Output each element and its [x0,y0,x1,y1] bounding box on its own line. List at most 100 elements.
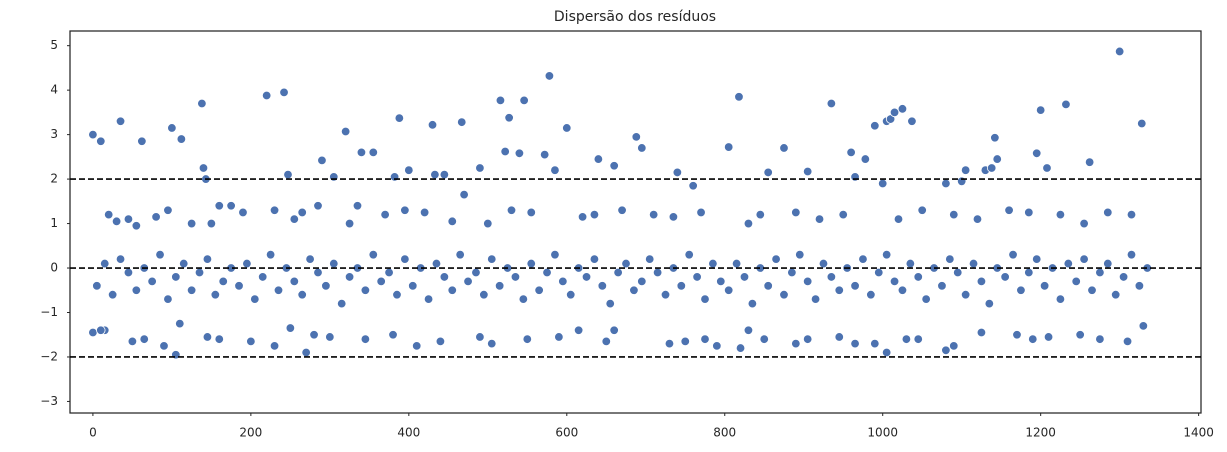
point [510,272,521,282]
point [893,214,904,224]
point [734,92,744,102]
point [269,205,280,215]
point [297,290,307,300]
point [589,254,600,264]
point [1032,148,1042,158]
point [866,290,876,300]
y-tick-label: −1 [40,305,58,319]
point [668,212,679,222]
point [218,276,228,287]
point [645,254,655,264]
point [435,336,446,347]
point [439,272,450,282]
point [771,254,781,264]
point [795,249,805,260]
point [1012,330,1022,340]
point [566,290,576,300]
point [676,281,687,291]
point [439,169,450,180]
x-tick-label: 1200 [1025,426,1056,440]
point [400,205,410,215]
point [889,107,900,118]
point [246,336,256,347]
point [214,201,224,211]
point [878,178,888,189]
point [197,98,207,109]
point [226,201,236,211]
point [447,285,457,295]
point [234,281,244,291]
point [1095,334,1105,344]
point [870,121,880,131]
point [818,258,829,269]
point [763,167,773,178]
point [305,254,315,264]
point [139,334,149,344]
point [1122,336,1133,347]
chart-title: Dispersão dos resíduos [554,9,716,25]
point [155,249,165,260]
point [186,218,197,229]
point [1016,285,1026,295]
point [723,285,734,295]
point [609,161,619,171]
point [968,258,979,269]
point [779,290,789,300]
point [423,294,434,304]
point [317,155,327,166]
point [637,143,647,153]
point [759,334,769,344]
point [147,276,157,287]
y-tick-label: −2 [40,349,58,363]
point [250,294,260,304]
point [96,136,106,146]
point [475,332,485,342]
point [1075,330,1085,340]
point [198,163,209,173]
point [1061,99,1071,110]
point [708,258,718,269]
point [941,345,951,355]
point [901,334,912,344]
point [787,267,797,278]
y-tick-label: 1 [50,216,58,230]
point [1055,209,1066,220]
x-tick-label: 600 [555,426,578,440]
point [457,117,467,127]
point [313,201,323,211]
point [171,272,181,282]
x-tick-label: 400 [397,426,420,440]
point [518,294,529,304]
point [88,129,98,140]
point [652,267,663,278]
point [506,205,517,215]
point [613,267,623,278]
point [167,123,177,133]
point [1063,258,1074,269]
point [368,147,378,158]
point [289,214,300,224]
point [289,276,300,287]
point [394,113,405,123]
point [716,276,726,287]
point [265,249,276,260]
y-tick-label: −3 [40,394,58,408]
point [526,207,536,218]
point [321,281,331,291]
point [368,249,378,260]
point [684,249,694,260]
point [151,212,161,222]
point [115,254,126,264]
point [1035,105,1046,115]
point [430,169,440,180]
point [1043,332,1054,342]
point [858,254,868,264]
point [352,201,363,211]
point [1039,281,1050,291]
point [1137,118,1147,129]
y-tick-label: 4 [50,83,58,97]
point [987,163,997,173]
point [400,254,410,264]
point [597,281,608,291]
